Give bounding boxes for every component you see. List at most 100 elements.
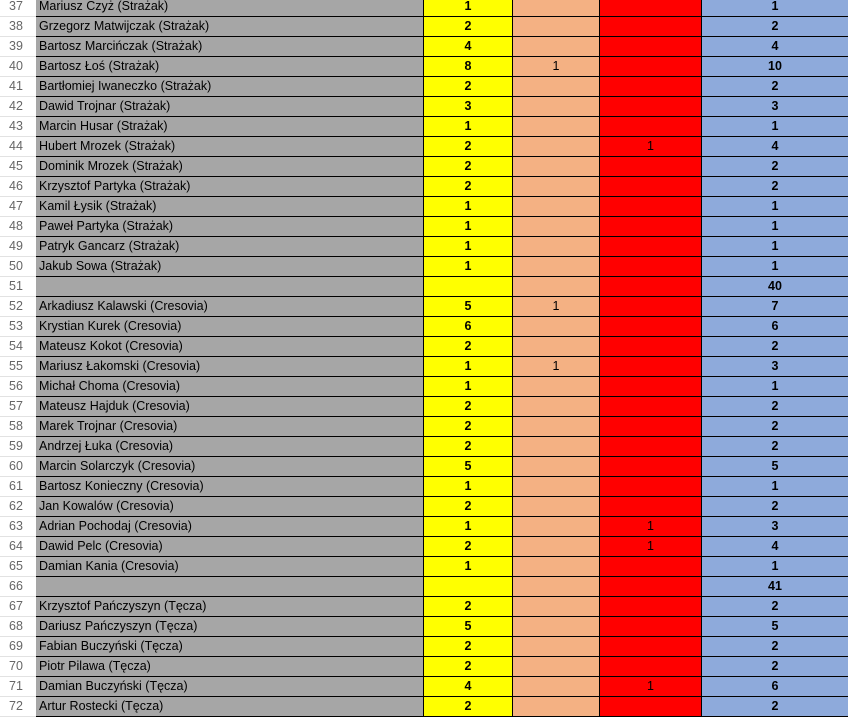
salmon-value-cell[interactable]	[513, 657, 600, 677]
player-name-cell[interactable]: Hubert Mrozek (Strażak)	[36, 137, 424, 157]
row-number[interactable]: 38	[0, 17, 36, 37]
salmon-value-cell[interactable]	[513, 577, 600, 597]
total-cell[interactable]: 2	[702, 497, 848, 517]
player-name-cell[interactable]	[36, 277, 424, 297]
red-value-cell[interactable]: 1	[600, 537, 702, 557]
red-value-cell[interactable]	[600, 557, 702, 577]
salmon-value-cell[interactable]	[513, 557, 600, 577]
player-name-cell[interactable]: Mariusz Czyż (Strażak)	[36, 0, 424, 17]
row-number[interactable]: 44	[0, 137, 36, 157]
salmon-value-cell[interactable]	[513, 277, 600, 297]
red-value-cell[interactable]	[600, 317, 702, 337]
row-number[interactable]: 48	[0, 217, 36, 237]
total-cell[interactable]: 1	[702, 117, 848, 137]
total-cell[interactable]: 5	[702, 617, 848, 637]
red-value-cell[interactable]	[600, 497, 702, 517]
salmon-value-cell[interactable]: 1	[513, 357, 600, 377]
yellow-value-cell[interactable]: 2	[424, 657, 513, 677]
player-name-cell[interactable]: Andrzej Łuka (Cresovia)	[36, 437, 424, 457]
yellow-value-cell[interactable]: 2	[424, 437, 513, 457]
red-value-cell[interactable]	[600, 637, 702, 657]
salmon-value-cell[interactable]	[513, 237, 600, 257]
yellow-value-cell[interactable]: 2	[424, 137, 513, 157]
total-cell[interactable]: 4	[702, 137, 848, 157]
yellow-value-cell[interactable]: 1	[424, 257, 513, 277]
row-number[interactable]: 51	[0, 277, 36, 297]
total-cell[interactable]: 4	[702, 537, 848, 557]
red-value-cell[interactable]	[600, 17, 702, 37]
total-cell[interactable]: 6	[702, 677, 848, 697]
row-number[interactable]: 57	[0, 397, 36, 417]
total-cell[interactable]: 1	[702, 197, 848, 217]
red-value-cell[interactable]	[600, 0, 702, 17]
yellow-value-cell[interactable]: 2	[424, 397, 513, 417]
yellow-value-cell[interactable]: 1	[424, 217, 513, 237]
salmon-value-cell[interactable]	[513, 157, 600, 177]
total-cell[interactable]: 1	[702, 257, 848, 277]
player-name-cell[interactable]: Krystian Kurek (Cresovia)	[36, 317, 424, 337]
salmon-value-cell[interactable]	[513, 677, 600, 697]
salmon-value-cell[interactable]	[513, 537, 600, 557]
red-value-cell[interactable]	[600, 57, 702, 77]
row-number[interactable]: 52	[0, 297, 36, 317]
player-name-cell[interactable]: Artur Rostecki (Tęcza)	[36, 697, 424, 717]
player-name-cell[interactable]: Grzegorz Matwijczak (Strażak)	[36, 17, 424, 37]
salmon-value-cell[interactable]	[513, 337, 600, 357]
row-number[interactable]: 49	[0, 237, 36, 257]
row-number[interactable]: 37	[0, 0, 36, 17]
yellow-value-cell[interactable]: 4	[424, 677, 513, 697]
total-cell[interactable]: 1	[702, 217, 848, 237]
red-value-cell[interactable]	[600, 397, 702, 417]
total-cell[interactable]: 1	[702, 477, 848, 497]
salmon-value-cell[interactable]	[513, 117, 600, 137]
yellow-value-cell[interactable]: 5	[424, 297, 513, 317]
row-number[interactable]: 60	[0, 457, 36, 477]
yellow-value-cell[interactable]: 2	[424, 417, 513, 437]
yellow-value-cell[interactable]: 2	[424, 637, 513, 657]
yellow-value-cell[interactable]: 1	[424, 377, 513, 397]
row-number[interactable]: 56	[0, 377, 36, 397]
player-name-cell[interactable]: Damian Buczyński (Tęcza)	[36, 677, 424, 697]
red-value-cell[interactable]	[600, 357, 702, 377]
player-name-cell[interactable]: Bartosz Konieczny (Cresovia)	[36, 477, 424, 497]
player-name-cell[interactable]: Kamil Łysik (Strażak)	[36, 197, 424, 217]
player-name-cell[interactable]: Bartosz Marcińczak (Strażak)	[36, 37, 424, 57]
total-cell[interactable]: 2	[702, 437, 848, 457]
red-value-cell[interactable]	[600, 177, 702, 197]
row-number[interactable]: 63	[0, 517, 36, 537]
yellow-value-cell[interactable]: 2	[424, 337, 513, 357]
yellow-value-cell[interactable]: 2	[424, 497, 513, 517]
red-value-cell[interactable]	[600, 457, 702, 477]
salmon-value-cell[interactable]	[513, 317, 600, 337]
total-cell[interactable]: 3	[702, 357, 848, 377]
player-name-cell[interactable]: Paweł Partyka (Strażak)	[36, 217, 424, 237]
yellow-value-cell[interactable]: 1	[424, 557, 513, 577]
yellow-value-cell[interactable]: 5	[424, 617, 513, 637]
player-name-cell[interactable]: Dominik Mrozek (Strażak)	[36, 157, 424, 177]
row-number[interactable]: 55	[0, 357, 36, 377]
total-cell[interactable]: 10	[702, 57, 848, 77]
red-value-cell[interactable]	[600, 657, 702, 677]
total-cell[interactable]: 2	[702, 657, 848, 677]
salmon-value-cell[interactable]	[513, 397, 600, 417]
total-cell[interactable]: 2	[702, 337, 848, 357]
salmon-value-cell[interactable]	[513, 197, 600, 217]
yellow-value-cell[interactable]: 1	[424, 237, 513, 257]
salmon-value-cell[interactable]	[513, 617, 600, 637]
total-cell[interactable]: 1	[702, 377, 848, 397]
red-value-cell[interactable]	[600, 337, 702, 357]
player-name-cell[interactable]: Bartłomiej Iwaneczko (Strażak)	[36, 77, 424, 97]
player-name-cell[interactable]: Michał Choma (Cresovia)	[36, 377, 424, 397]
yellow-value-cell[interactable]: 2	[424, 157, 513, 177]
total-cell[interactable]: 1	[702, 237, 848, 257]
yellow-value-cell[interactable]: 2	[424, 177, 513, 197]
total-cell[interactable]: 2	[702, 417, 848, 437]
red-value-cell[interactable]: 1	[600, 677, 702, 697]
player-name-cell[interactable]: Adrian Pochodaj (Cresovia)	[36, 517, 424, 537]
yellow-value-cell[interactable]: 2	[424, 597, 513, 617]
yellow-value-cell[interactable]: 2	[424, 77, 513, 97]
total-cell[interactable]: 3	[702, 97, 848, 117]
row-number[interactable]: 47	[0, 197, 36, 217]
row-number[interactable]: 50	[0, 257, 36, 277]
total-cell[interactable]: 1	[702, 0, 848, 17]
